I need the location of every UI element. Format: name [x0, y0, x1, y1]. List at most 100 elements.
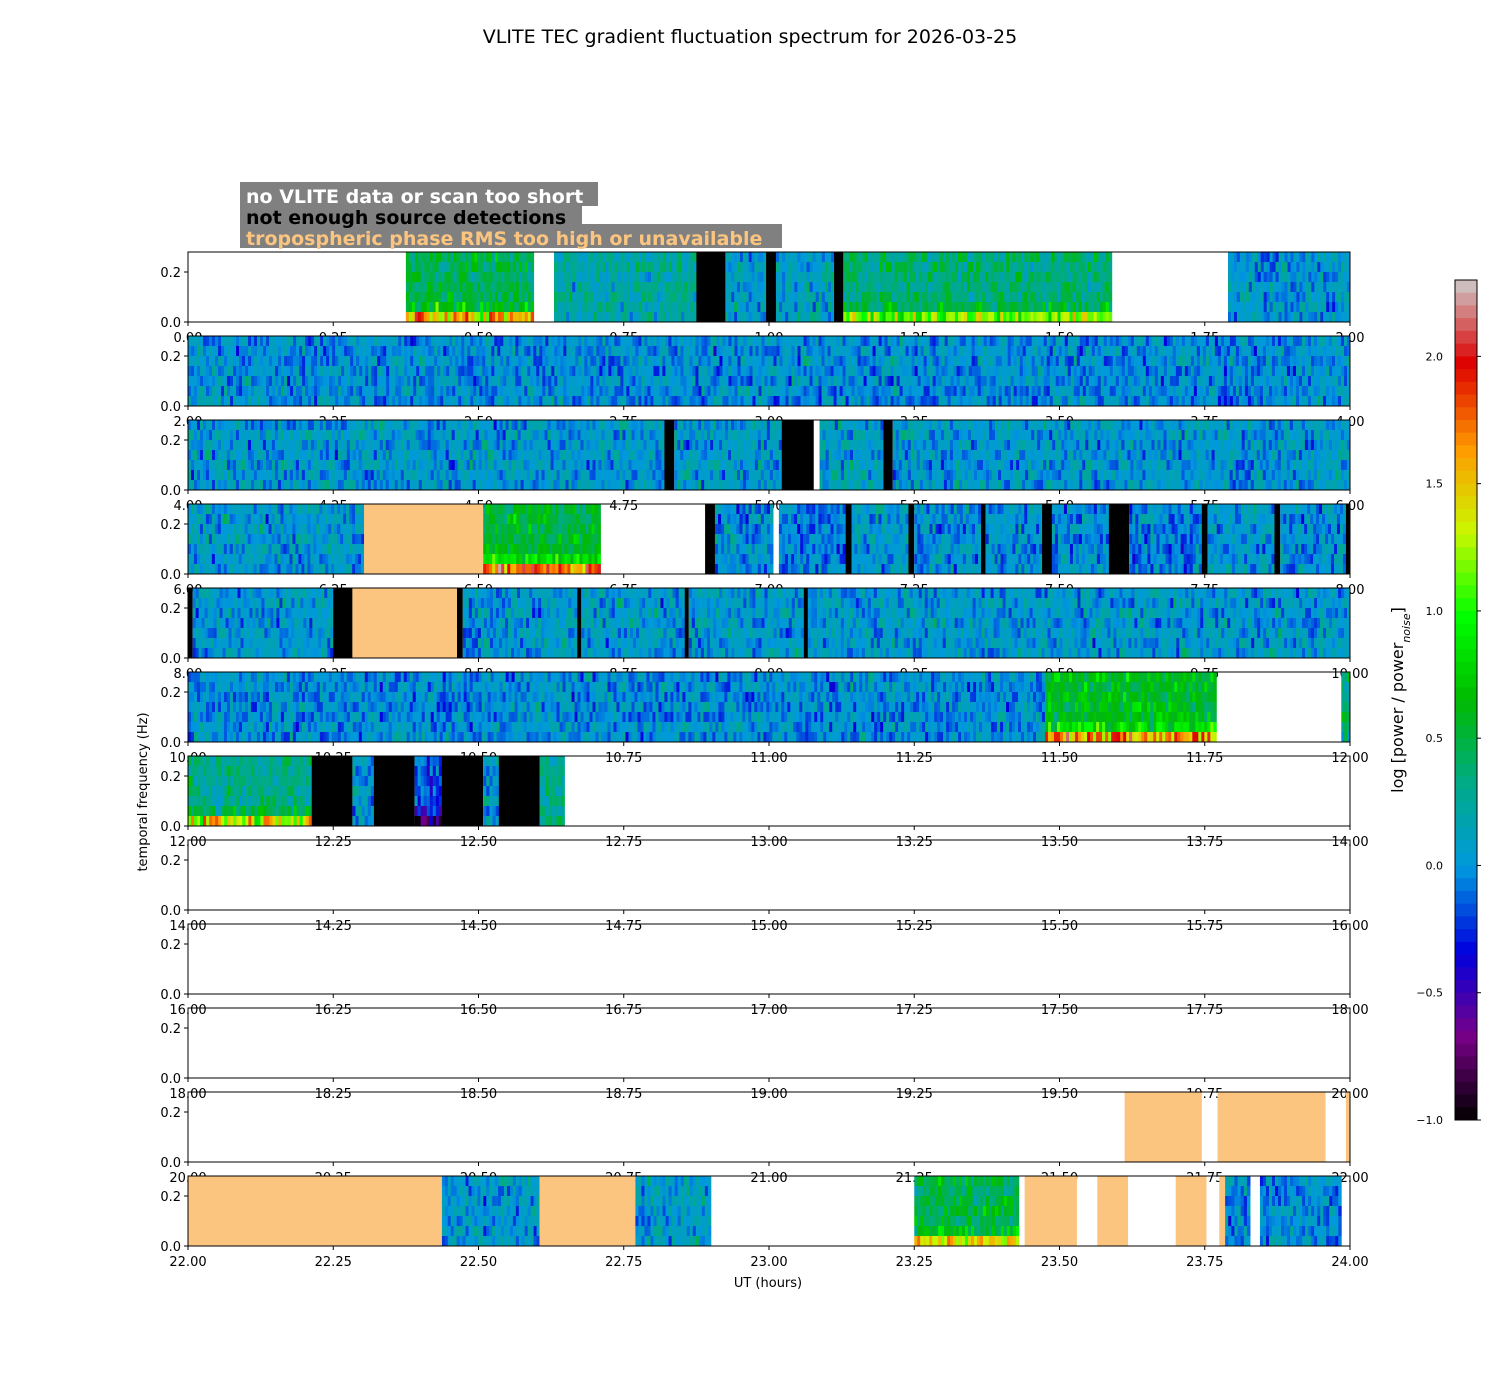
spectrum-cell	[785, 282, 788, 292]
spectrum-cell	[239, 356, 242, 366]
spectrum-cell	[314, 386, 317, 396]
spectrum-cell	[660, 272, 663, 282]
spectrum-cell	[651, 312, 654, 322]
spectrum-cell	[281, 396, 284, 406]
spectrum-cell	[1341, 282, 1344, 292]
spectrum-cell	[1288, 252, 1291, 262]
spectrum-cell	[693, 302, 696, 312]
spectrum-cell	[907, 302, 910, 312]
spectrum-cell	[678, 302, 681, 312]
spectrum-cell	[952, 292, 955, 302]
spectrum-cell	[486, 312, 489, 322]
spectrum-cell	[1018, 272, 1021, 282]
spectrum-cell	[684, 262, 687, 272]
spectrum-cell	[425, 356, 428, 366]
spectrum-cell	[569, 272, 572, 282]
spectrum-cell	[510, 282, 513, 292]
spectrum-cell	[615, 282, 618, 292]
spectrum-cell	[468, 272, 471, 282]
spectrum-cell	[470, 366, 473, 376]
spectrum-cell	[728, 272, 731, 282]
spectrum-cell	[612, 272, 615, 282]
spectrum-cell	[359, 356, 362, 366]
spectrum-cell	[763, 292, 766, 302]
spectrum-cell	[320, 356, 323, 366]
spectrum-cell	[584, 282, 587, 292]
spectrum-cell	[639, 292, 642, 302]
spectrum-cell	[1036, 292, 1039, 302]
spectrum-cell	[940, 262, 943, 272]
spectrum-cell	[907, 272, 910, 282]
spectrum-cell	[494, 376, 497, 386]
spectrum-cell	[1240, 282, 1243, 292]
spectrum-cell	[1079, 252, 1082, 262]
spectrum-cell	[479, 346, 482, 356]
spectrum-cell	[515, 386, 518, 396]
spectrum-cell	[323, 356, 326, 366]
spectrum-cell	[1106, 292, 1109, 302]
spectrum-cell	[757, 302, 760, 312]
spectrum-cell	[934, 252, 937, 262]
spectrum-cell	[188, 376, 191, 386]
spectrum-cell	[501, 252, 504, 262]
spectrum-cell	[1009, 302, 1012, 312]
spectrum-cell	[946, 252, 949, 262]
spectrum-cell	[437, 366, 440, 376]
spectrum-cell	[725, 282, 728, 292]
spectrum-cell	[1228, 312, 1231, 322]
spectrum-cell	[425, 376, 428, 386]
spectrum-cell	[203, 356, 206, 366]
spectrum-cell	[470, 396, 473, 406]
spectrum-cell	[743, 292, 746, 302]
spectrum-cell	[191, 356, 194, 366]
spectrum-cell	[1030, 312, 1033, 322]
spectrum-cell	[500, 356, 503, 366]
spectrum-cell	[822, 272, 825, 282]
spectrum-cell	[639, 282, 642, 292]
spectrum-cell	[510, 312, 513, 322]
spectrum-cell	[359, 396, 362, 406]
spectrum-cell	[642, 272, 645, 282]
spectrum-cell	[430, 282, 433, 292]
spectrum-cell	[925, 302, 928, 312]
spectrum-cell	[518, 396, 521, 406]
spectrum-cell	[636, 252, 639, 262]
spectrum-cell	[1091, 302, 1094, 312]
spectrum-cell	[410, 386, 413, 396]
spectrum-cell	[782, 252, 785, 262]
spectrum-cell	[958, 312, 961, 322]
spectrum-cell	[1302, 272, 1305, 282]
spectrum-cell	[491, 356, 494, 366]
spectrum-cell	[660, 282, 663, 292]
spectrum-cell	[1079, 262, 1082, 272]
spectrum-cell	[314, 366, 317, 376]
spectrum-cell	[952, 272, 955, 282]
spectrum-cell	[492, 292, 495, 302]
spectrum-cell	[1027, 252, 1030, 262]
spectrum-cell	[471, 302, 474, 312]
spectrum-cell	[852, 292, 855, 302]
spectrum-cell	[846, 252, 849, 262]
legend-entry: not enough source detections	[246, 207, 566, 229]
spectrum-cell	[1279, 262, 1282, 272]
spectrum-cell	[528, 272, 531, 282]
spectrum-cell	[749, 312, 752, 322]
spectrum-cell	[1296, 262, 1299, 272]
spectrum-cell	[492, 312, 495, 322]
spectrum-cell	[810, 272, 813, 282]
spectrum-cell	[919, 252, 922, 262]
spectrum-cell	[657, 272, 660, 282]
spectrum-cell	[389, 396, 392, 406]
spectrum-segment	[406, 252, 534, 322]
spectrum-cell	[230, 366, 233, 376]
spectrum-cell	[430, 252, 433, 262]
spectrum-cell	[566, 262, 569, 272]
spectrum-cell	[596, 302, 599, 312]
spectrum-cell	[486, 272, 489, 282]
spectrum-cell	[1270, 302, 1273, 312]
spectrum-cell	[518, 356, 521, 366]
spectrum-cell	[492, 272, 495, 282]
spectrum-cell	[422, 396, 425, 406]
spectrum-cell	[233, 366, 236, 376]
spectrum-cell	[439, 302, 442, 312]
